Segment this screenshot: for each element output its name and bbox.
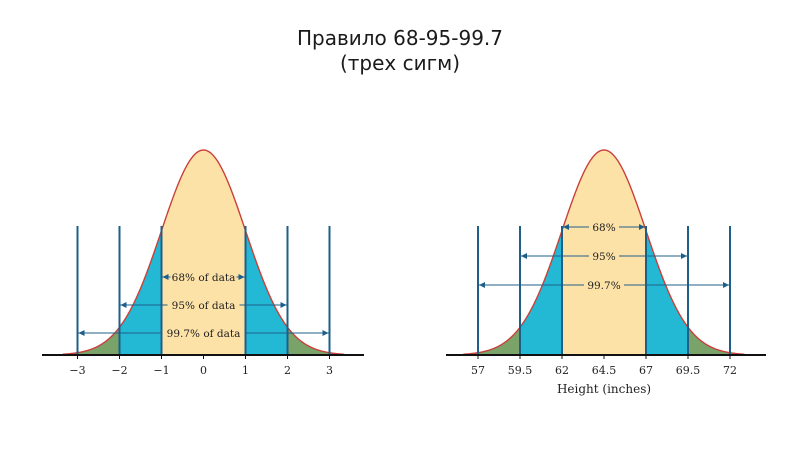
x-axis-label: Height (inches) <box>557 382 651 396</box>
center-region <box>161 150 246 355</box>
tick-label: −3 <box>69 364 85 377</box>
range-label: 99.7% <box>587 280 620 292</box>
center-region <box>562 150 646 355</box>
tick-label: 1 <box>242 364 249 377</box>
tick-label: 2 <box>284 364 291 377</box>
arrowhead-left <box>78 330 85 336</box>
arrowhead-left <box>521 253 527 259</box>
tick-label: 62 <box>555 364 569 377</box>
arrowhead-right <box>280 302 287 308</box>
arrowhead-right <box>238 274 245 280</box>
tick-label: 64.5 <box>592 364 617 377</box>
arrowhead-right <box>723 282 729 288</box>
slide-subtitle: (трех сигм) <box>339 51 461 75</box>
range-label: 95% of data <box>172 300 236 312</box>
tick-label: 72 <box>723 364 737 377</box>
range-label: 68% <box>592 222 615 234</box>
arrowhead-left <box>162 274 169 280</box>
arrowhead-left <box>479 282 485 288</box>
tick-label: −2 <box>111 364 127 377</box>
arrowhead-left <box>563 224 569 230</box>
left-diagram: −3 −2 −1 0 1 2 3 68% of data 95% of data 99.7% of… <box>42 149 364 377</box>
tick-label: 0 <box>200 364 207 377</box>
right-tail-region <box>688 327 745 355</box>
normal-curve <box>62 149 344 355</box>
tick-label: 69.5 <box>676 364 701 377</box>
arrowhead-left <box>120 302 127 308</box>
range-label: 68% of data <box>172 272 236 284</box>
left-tail-region <box>62 327 120 355</box>
normal-curve <box>463 149 745 355</box>
arrowhead-right <box>681 253 687 259</box>
slide-title: Правило 68-95-99.7 <box>296 26 503 50</box>
arrowhead-right <box>639 224 645 230</box>
range-label: 99.7% of data <box>167 328 241 340</box>
tick-label: −1 <box>153 364 169 377</box>
tick-label: 67 <box>639 364 653 377</box>
tick-label: 59.5 <box>508 364 533 377</box>
right-diagram: 57 59.5 62 64.5 67 69.5 72 68% 95% 99.7% Height (i… <box>446 149 766 396</box>
right-tail-region <box>287 327 345 355</box>
arrowhead-right <box>322 330 329 336</box>
left-tail-region <box>463 327 520 355</box>
tick-label: 57 <box>471 364 485 377</box>
tick-label: 3 <box>326 364 333 377</box>
range-label: 95% <box>592 251 615 263</box>
